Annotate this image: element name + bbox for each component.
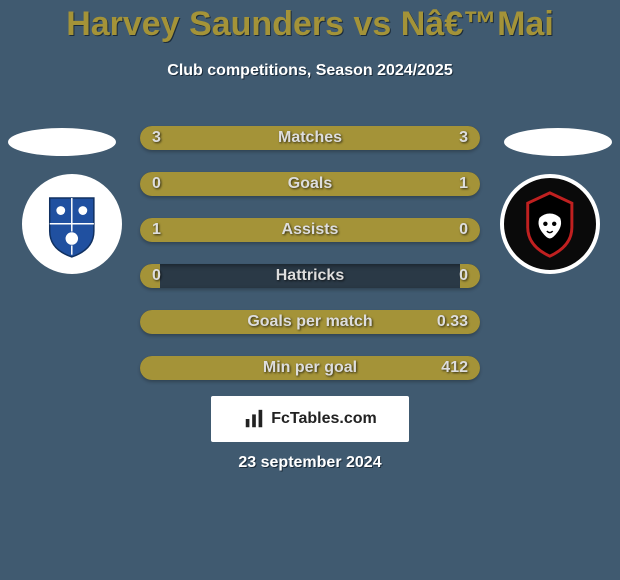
page-title: Harvey Saunders vs Nâ€™Mai — [0, 6, 620, 43]
bar-label: Assists — [140, 218, 480, 242]
bar-row: Assists1 0 — [140, 218, 480, 242]
bar-label: Matches — [140, 126, 480, 150]
bar-value-left: 3 — [152, 126, 161, 150]
club-badge-right — [500, 174, 600, 274]
bar-value-right: 0 — [459, 264, 468, 288]
stage: Harvey Saunders vs Nâ€™Mai Club competit… — [0, 0, 620, 580]
ellipse-right — [504, 128, 612, 156]
bar-value-right: 1 — [459, 172, 468, 196]
watermark-text: FcTables.com — [271, 410, 377, 428]
bar-label: Min per goal — [140, 356, 480, 380]
bar-row: Min per goal412 — [140, 356, 480, 380]
lion-shield-icon — [513, 187, 587, 261]
bar-row: Hattricks0 0 — [140, 264, 480, 288]
ellipse-left — [8, 128, 116, 156]
bar-label: Goals — [140, 172, 480, 196]
bar-value-right: 412 — [441, 356, 468, 380]
bar-chart-icon — [243, 408, 265, 430]
bar-row: Goals per match0.33 — [140, 310, 480, 334]
bar-value-right: 3 — [459, 126, 468, 150]
bar-value-right: 0.33 — [437, 310, 468, 334]
date: 23 september 2024 — [0, 454, 620, 472]
shield-icon — [35, 187, 109, 261]
bar-value-left: 0 — [152, 264, 161, 288]
bar-value-left: 1 — [152, 218, 161, 242]
bar-value-left: 0 — [152, 172, 161, 196]
bar-row: Matches3 3 — [140, 126, 480, 150]
club-badge-left — [22, 174, 122, 274]
bar-row: Goals0 1 — [140, 172, 480, 196]
watermark: FcTables.com — [211, 396, 409, 442]
bar-label: Hattricks — [140, 264, 480, 288]
subtitle: Club competitions, Season 2024/2025 — [0, 62, 620, 80]
bar-value-right: 0 — [459, 218, 468, 242]
bar-label: Goals per match — [140, 310, 480, 334]
comparison-bars: Matches33Goals01Assists10Hattricks00Goal… — [140, 126, 480, 402]
